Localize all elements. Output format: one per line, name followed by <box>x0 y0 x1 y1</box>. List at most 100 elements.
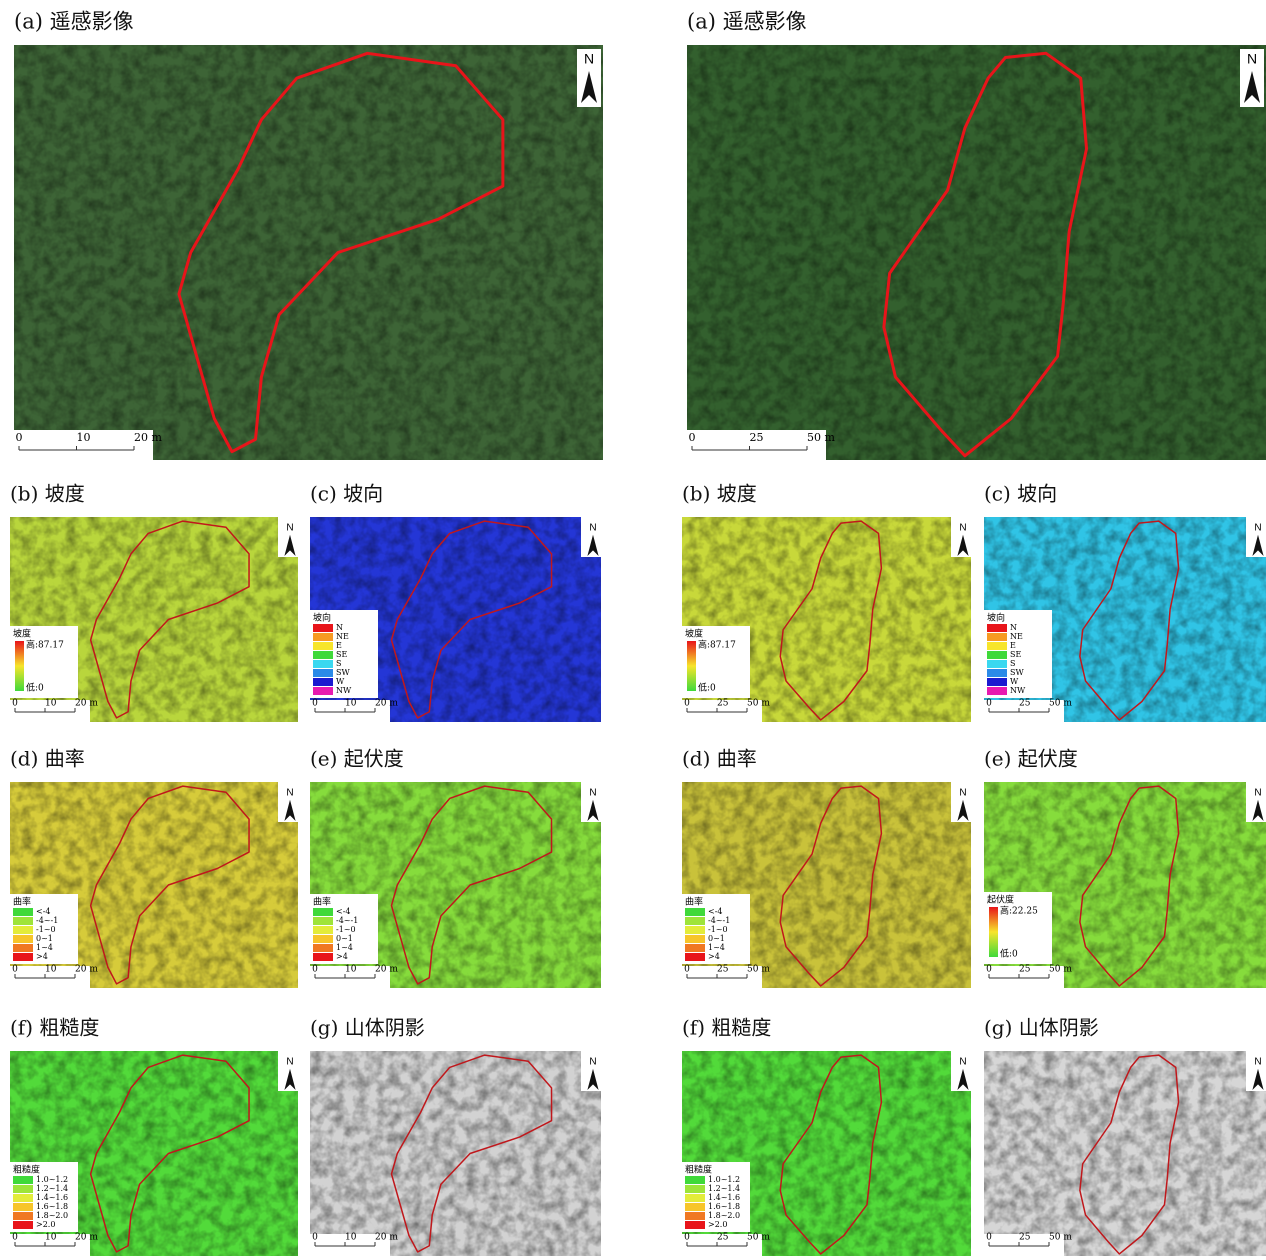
legend-swatch <box>685 1185 705 1193</box>
legend-item: -1~0 <box>708 925 728 934</box>
legend-title: 粗糙度 <box>13 1164 40 1176</box>
legend-title: 曲率 <box>313 896 331 908</box>
legend-swatch <box>685 926 705 934</box>
legend-item: <-4 <box>336 907 351 916</box>
legend-item: >4 <box>708 952 720 961</box>
legend-swatch <box>685 1221 705 1229</box>
scale-label: 20 m <box>75 699 98 709</box>
legend-item: 1.8~2.0 <box>36 1211 68 1220</box>
legend-item: N <box>1010 623 1017 632</box>
scale-label: 0 <box>312 1233 318 1243</box>
panel: (c) 坡向N01020 m坡向NNEESESSWWNW <box>310 482 605 723</box>
legend-swatch <box>987 651 1007 659</box>
scale-label: 10 <box>45 965 57 975</box>
legend-swatch <box>13 1185 33 1193</box>
legend-item: 1.0~1.2 <box>36 1175 68 1184</box>
legend-title: 曲率 <box>685 896 703 908</box>
scale-label: 10 <box>45 1233 57 1243</box>
legend-swatch <box>313 678 333 686</box>
scale-label: 50 m <box>1049 965 1072 975</box>
scale-label: 20 m <box>75 1233 98 1243</box>
panel: (f) 粗糙度N01020 m粗糙度1.0~1.21.2~1.41.4~1.61… <box>10 1016 302 1257</box>
scale-label: 25 <box>1019 965 1031 975</box>
legend-swatch <box>13 953 33 961</box>
map-texture <box>310 1051 601 1256</box>
legend-swatch <box>13 908 33 916</box>
legend-swatch <box>313 917 333 925</box>
legend-item: 0~1 <box>708 934 725 943</box>
legend-item: 1.0~1.2 <box>708 1175 740 1184</box>
scale-label: 20 m <box>75 965 98 975</box>
legend-swatch <box>685 1194 705 1202</box>
scale-label: 20 m <box>375 1233 398 1243</box>
legend-swatch <box>313 908 333 916</box>
legend-item: 1.4~1.6 <box>36 1193 68 1202</box>
panel-label: (g) 山体阴影 <box>984 1016 1099 1040</box>
north-label: N <box>1254 1057 1261 1068</box>
legend-swatch <box>685 1212 705 1220</box>
scale-label: 20 m <box>375 965 398 975</box>
map-texture <box>687 45 1266 460</box>
legend-swatch <box>313 624 333 632</box>
legend-swatch <box>685 1176 705 1184</box>
legend-item: 1~4 <box>36 943 53 952</box>
scale-label: 0 <box>684 1233 690 1243</box>
legend-item: SE <box>336 650 347 659</box>
legend-high: 高:22.25 <box>1000 905 1038 917</box>
legend-swatch <box>13 1212 33 1220</box>
scale-label: 0 <box>986 965 992 975</box>
north-label: N <box>959 1057 966 1068</box>
scale-label: 0 <box>684 965 690 975</box>
legend-item: NW <box>336 686 352 695</box>
legend-item: NE <box>336 632 349 641</box>
panel-label: (c) 坡向 <box>310 482 383 506</box>
north-label: N <box>589 788 596 799</box>
legend-swatch <box>987 687 1007 695</box>
panel: (g) 山体阴影N02550 m <box>984 1016 1266 1257</box>
legend-item: W <box>1010 677 1019 686</box>
scale-label: 50 m <box>747 699 770 709</box>
legend-item: 1.8~2.0 <box>708 1211 740 1220</box>
legend-item: -4~-1 <box>708 916 730 925</box>
legend-swatch <box>13 1221 33 1229</box>
legend-item: N <box>336 623 343 632</box>
legend-title: 曲率 <box>13 896 31 908</box>
legend-swatch <box>685 1203 705 1211</box>
scale-label: 50 m <box>1049 1233 1072 1243</box>
legend-swatch <box>987 669 1007 677</box>
scale-label: 50 m <box>747 965 770 975</box>
legend-swatch <box>13 926 33 934</box>
legend-swatch <box>313 687 333 695</box>
panel-label: (b) 坡度 <box>10 482 85 506</box>
legend-title: 坡度 <box>13 628 31 640</box>
legend-item: 1.2~1.4 <box>708 1184 740 1193</box>
scale-label: 0 <box>986 699 992 709</box>
legend-item: SE <box>1010 650 1021 659</box>
scale-label: 10 <box>345 699 357 709</box>
scale-label: 0 <box>986 1233 992 1243</box>
panel-label: (c) 坡向 <box>984 482 1057 506</box>
legend-item: S <box>336 659 341 668</box>
legend-swatch <box>313 926 333 934</box>
legend-item: >4 <box>336 952 348 961</box>
legend-swatch <box>313 651 333 659</box>
legend-swatch <box>685 935 705 943</box>
legend-swatch <box>13 1176 33 1184</box>
legend-swatch <box>987 624 1007 632</box>
north-label: N <box>959 788 966 799</box>
panel-label: (e) 起伏度 <box>310 747 404 771</box>
legend-low: 低:0 <box>26 682 44 694</box>
scale-label: 10 <box>45 699 57 709</box>
legend-item: 1.2~1.4 <box>36 1184 68 1193</box>
legend-item: 1.4~1.6 <box>708 1193 740 1202</box>
legend-item: <-4 <box>708 907 723 916</box>
legend-high: 高:87.17 <box>26 639 64 651</box>
legend-swatch <box>313 944 333 952</box>
legend-swatch <box>13 944 33 952</box>
legend-item: S <box>1010 659 1015 668</box>
north-label: N <box>286 523 293 534</box>
legend-item: 1~4 <box>336 943 353 952</box>
